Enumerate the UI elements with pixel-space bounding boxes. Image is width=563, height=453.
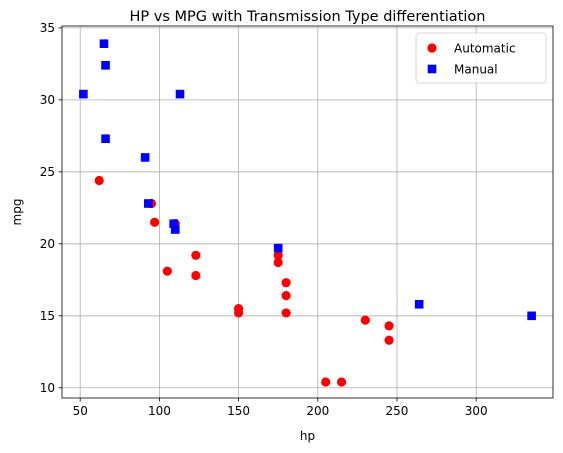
- y-tick-label: 35: [40, 21, 55, 35]
- y-tick-label: 25: [40, 165, 55, 179]
- chart-title: HP vs MPG with Transmission Type differe…: [130, 9, 486, 25]
- y-tick-label: 20: [40, 237, 55, 251]
- automatic-point: [273, 257, 283, 268]
- manual-point: [169, 219, 178, 228]
- x-axis-label: hp: [300, 429, 315, 443]
- automatic-point: [234, 308, 244, 318]
- axis-ticks: 50 100 150 200 250 300 10 15 20 25 30 35: [40, 21, 488, 418]
- manual-point: [144, 199, 153, 208]
- x-tick-label: 100: [148, 404, 171, 418]
- y-tick-label: 15: [40, 309, 55, 323]
- manual-point: [79, 89, 88, 99]
- legend-box: [415, 32, 547, 84]
- manual-point: [101, 134, 110, 144]
- x-tick-label: 200: [306, 404, 329, 418]
- legend-manual-marker: [427, 64, 437, 74]
- grid-lines: [62, 26, 553, 398]
- plot-frame: [61, 25, 554, 399]
- legend-automatic-marker: [427, 43, 437, 53]
- x-tick-label: 50: [73, 404, 88, 418]
- automatic-point: [281, 308, 291, 318]
- y-axis-label: mpg: [10, 199, 24, 226]
- data-points: [79, 39, 536, 387]
- automatic-point: [360, 315, 370, 325]
- manual-point: [101, 61, 110, 70]
- automatic-point: [273, 250, 283, 260]
- automatic-point: [191, 250, 201, 260]
- automatic-point: [150, 217, 160, 227]
- automatic-point: [94, 175, 104, 186]
- legend-automatic-label: Automatic: [454, 41, 516, 55]
- manual-point: [527, 311, 536, 321]
- manual-point: [414, 299, 424, 309]
- manual-point: [273, 243, 283, 253]
- legend-manual-label: Manual: [454, 62, 498, 76]
- manual-point: [170, 225, 180, 234]
- automatic-point: [336, 377, 347, 387]
- x-tick-label: 250: [386, 404, 409, 418]
- automatic-point: [384, 335, 394, 345]
- automatic-point: [162, 266, 172, 276]
- automatic-point: [281, 291, 291, 301]
- automatic-point: [191, 270, 201, 281]
- chart-legend: Automatic Manual: [415, 32, 547, 84]
- y-tick-label: 30: [40, 93, 55, 107]
- automatic-point: [384, 321, 394, 331]
- x-tick-label: 300: [465, 404, 488, 418]
- manual-point: [175, 89, 185, 99]
- manual-point: [99, 39, 109, 49]
- x-tick-label: 150: [227, 404, 250, 418]
- y-tick-label: 10: [40, 381, 55, 395]
- automatic-point: [281, 278, 291, 288]
- automatic-point: [321, 377, 331, 387]
- manual-point: [140, 153, 150, 162]
